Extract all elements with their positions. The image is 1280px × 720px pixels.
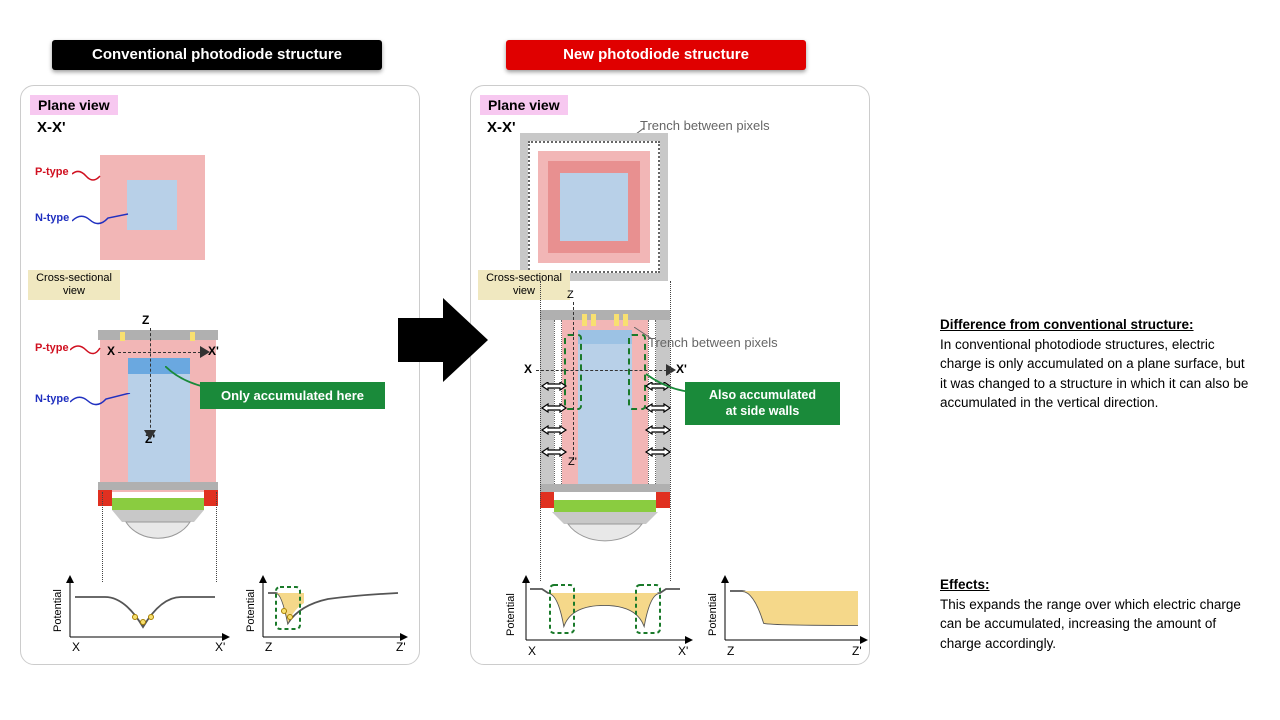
x-label-conv: X — [107, 344, 115, 358]
new-cross-topgray — [540, 310, 670, 320]
conv-greenbar — [112, 498, 204, 510]
callout-only-accumulated: Only accumulated here — [200, 382, 385, 409]
xp-axis-new1: X' — [678, 644, 688, 658]
cs-view-label-conv: Cross-sectional view — [28, 270, 120, 300]
also-l1: Also accumulated — [709, 388, 816, 402]
z-dashed-new — [573, 302, 574, 460]
zp-axis-new1: Z' — [852, 644, 862, 658]
potential-new-xx — [508, 575, 693, 653]
header-new: New photodiode structure — [506, 40, 806, 70]
cs-line1: Cross-sectional — [36, 272, 112, 284]
pot-label-conv-xx: Potential — [52, 589, 64, 632]
n-type-label-1: N-type — [35, 212, 69, 224]
effects-text: Effects: This expands the range over whi… — [940, 575, 1250, 653]
pot-label-new-zz: Potential — [707, 593, 719, 636]
conv-red-l — [98, 490, 112, 506]
p-type-leader-2 — [70, 344, 102, 356]
new-red-r — [656, 492, 670, 508]
zp-axis-conv1: Z' — [396, 640, 406, 654]
cs-line2: view — [63, 285, 85, 297]
new-greenbar — [554, 500, 656, 512]
conv-lens — [112, 510, 204, 552]
diff-heading: Difference from conventional structure: — [940, 317, 1194, 332]
x-arrowhead-conv — [200, 346, 210, 358]
difference-text: Difference from conventional structure: … — [940, 315, 1250, 413]
callout-also-accumulated: Also accumulated at side walls — [685, 382, 840, 425]
effects-body: This expands the range over which electr… — [940, 597, 1241, 651]
new-accent-3 — [614, 314, 619, 326]
conv-guide-r — [216, 492, 217, 582]
also-l2: at side walls — [726, 404, 800, 418]
potential-conv-xx — [55, 575, 230, 650]
x-axis-new1: X — [528, 644, 536, 658]
x-axis-conv1: X — [72, 640, 80, 654]
new-accent-2 — [591, 314, 596, 326]
new-lens — [552, 512, 658, 556]
xx-dashed-conv — [118, 352, 206, 353]
z-axis-conv1: Z — [265, 640, 272, 654]
diff-body: In conventional photodiode structures, e… — [940, 337, 1248, 411]
conv-cross-midgray — [98, 482, 218, 490]
p-type-label-2: P-type — [35, 342, 69, 354]
xp-axis-conv1: X' — [215, 640, 225, 654]
effects-heading: Effects: — [940, 577, 990, 592]
potential-new-zz — [710, 575, 868, 653]
cs-view-label-new: Cross-sectional view — [478, 270, 570, 300]
new-guide-l — [540, 281, 541, 581]
new-red-l — [540, 492, 554, 508]
z-label-conv: Z — [142, 313, 149, 327]
xx-label-new: X-X' — [487, 119, 516, 136]
x-label-new: X — [524, 362, 532, 376]
z-arrowhead-conv — [144, 430, 156, 440]
conv-guide-l — [102, 492, 103, 582]
trench-label-1: Trench between pixels — [640, 118, 770, 133]
cs-line2-new: view — [513, 285, 535, 297]
transition-arrow — [398, 290, 488, 390]
conv-plane-inner — [127, 180, 177, 230]
conv-accent-1 — [120, 332, 125, 341]
header-conventional: Conventional photodiode structure — [52, 40, 382, 70]
conv-accent-2 — [190, 332, 195, 341]
new-cross-top-n — [578, 330, 632, 344]
potential-conv-zz — [248, 575, 408, 650]
z-label-new: Z — [567, 289, 574, 301]
z-axis-new1: Z — [727, 644, 734, 658]
n-type-leader-1 — [72, 212, 130, 226]
pot-label-conv-zz: Potential — [245, 589, 257, 632]
conv-cross-topgray — [98, 330, 218, 340]
plane-view-label-new: Plane view — [480, 95, 568, 115]
zp-label-new: Z' — [568, 456, 577, 468]
new-accent-4 — [623, 314, 628, 326]
p-type-label-1: P-type — [35, 166, 69, 178]
new-guide-r — [670, 281, 671, 581]
trench-leader-2 — [634, 327, 652, 341]
pot-label-new-xx: Potential — [505, 593, 517, 636]
trench-label-2: Trench between pixels — [648, 335, 778, 350]
new-plane-n — [560, 173, 628, 241]
n-type-leader-2 — [70, 393, 132, 407]
plane-view-label-conv: Plane view — [30, 95, 118, 115]
new-cross-midgray — [540, 484, 670, 492]
z-dashed-conv — [150, 328, 151, 438]
new-accent-1 — [582, 314, 587, 326]
cs-line1-new: Cross-sectional — [486, 272, 562, 284]
n-type-label-2: N-type — [35, 393, 69, 405]
xx-label-conv: X-X' — [37, 119, 66, 136]
p-type-leader-1 — [72, 170, 102, 184]
